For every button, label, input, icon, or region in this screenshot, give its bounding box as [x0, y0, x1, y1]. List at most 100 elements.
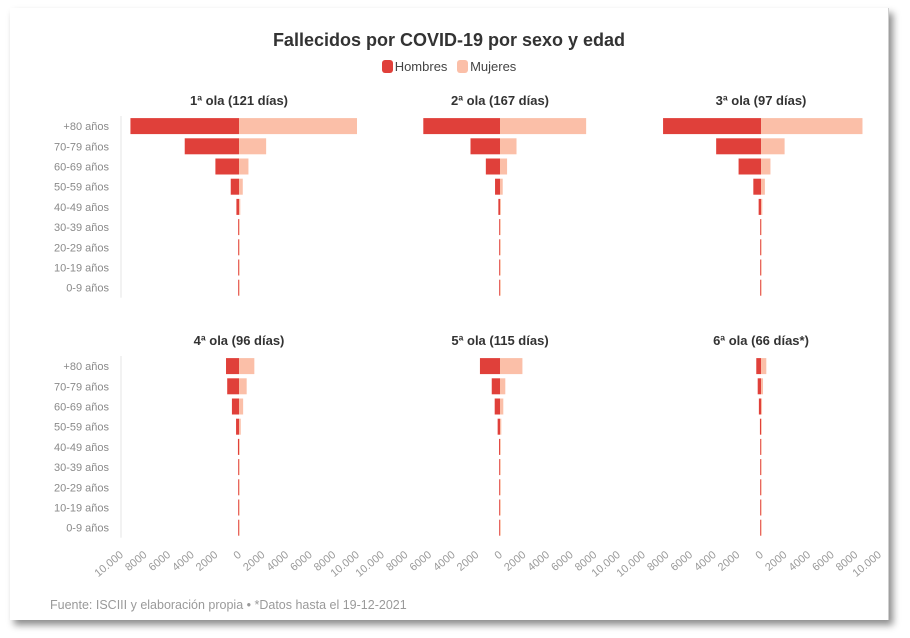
bar-hombres	[238, 499, 239, 516]
panel-title: 6ª ola (66 días*)	[713, 333, 809, 348]
x-tick-label: 2000	[763, 549, 789, 574]
age-label: 20-29 años	[54, 482, 110, 494]
age-label: 30-39 años	[54, 222, 110, 234]
bar-hombres	[760, 219, 761, 236]
x-tick-label: 0	[232, 549, 244, 562]
bar-hombres	[238, 219, 239, 236]
bar-hombres	[236, 418, 239, 435]
age-label: 70-79 años	[54, 381, 110, 393]
bar-hombres	[760, 259, 761, 276]
bar-mujeres	[500, 239, 501, 256]
bar-mujeres	[761, 279, 762, 296]
bar-hombres	[230, 178, 239, 195]
x-tick-label: 4000	[431, 549, 457, 574]
x-tick-label: 2000	[194, 549, 220, 574]
bar-mujeres	[239, 438, 240, 455]
bar-mujeres	[500, 118, 587, 135]
pyramid-panel-3: 3ª ola (97 días)	[663, 93, 863, 296]
bar-mujeres	[239, 358, 255, 375]
bar-mujeres	[239, 259, 240, 276]
bar-hombres	[760, 438, 761, 455]
bar-hombres	[756, 358, 761, 375]
x-tick-label: 2000	[241, 549, 267, 574]
bar-mujeres	[239, 378, 247, 395]
bar-mujeres	[500, 479, 501, 496]
bar-mujeres	[761, 219, 762, 236]
panel-title: 4ª ola (96 días)	[194, 333, 285, 348]
pyramid-panel-4: 4ª ola (96 días) +80 años 70-79 años 60-69 …	[54, 333, 362, 580]
bar-mujeres	[500, 519, 501, 536]
bar-hombres	[760, 519, 761, 536]
bar-hombres	[494, 398, 500, 415]
x-tick-label: 6000	[810, 549, 836, 574]
bar-hombres	[238, 479, 239, 496]
legend-label-mujeres: Mujeres	[470, 59, 517, 74]
age-label: 50-59 años	[54, 182, 110, 194]
bar-mujeres	[500, 198, 501, 215]
bar-hombres	[760, 499, 761, 516]
bar-hombres	[499, 479, 500, 496]
bar-hombres	[499, 259, 500, 276]
bar-hombres	[491, 378, 500, 395]
bar-mujeres	[761, 158, 771, 175]
bar-hombres	[237, 438, 239, 455]
bar-hombres	[238, 239, 239, 256]
bar-mujeres	[500, 219, 501, 236]
chart-card: Fallecidos por COVID-19 por sexo y edad …	[10, 8, 889, 620]
bar-hombres	[130, 118, 239, 135]
bar-mujeres	[500, 398, 504, 415]
bar-mujeres	[761, 358, 767, 375]
bar-mujeres	[239, 158, 249, 175]
x-tick-label: 4000	[692, 549, 718, 574]
bar-mujeres	[239, 198, 241, 215]
age-label: 60-69 años	[54, 402, 110, 414]
age-label: 40-49 años	[54, 442, 110, 454]
age-label: +80 años	[63, 361, 109, 373]
x-tick-label: 2000	[455, 549, 481, 574]
x-tick-label: 6000	[288, 549, 314, 574]
bar-hombres	[758, 198, 761, 215]
bar-mujeres	[239, 279, 240, 296]
panel-title: 3ª ola (97 días)	[716, 93, 807, 108]
legend-item-mujeres[interactable]: Mujeres	[457, 59, 516, 74]
bar-mujeres	[761, 459, 762, 476]
bar-mujeres	[239, 499, 240, 516]
bar-mujeres	[761, 138, 785, 155]
bar-hombres	[760, 479, 761, 496]
panel-title: 1ª ola (121 días)	[190, 93, 288, 108]
bar-mujeres	[761, 519, 762, 536]
pyramid-panel-2: 2ª ola (167 días)	[423, 93, 587, 296]
bar-mujeres	[761, 438, 762, 455]
bar-mujeres	[239, 118, 357, 135]
bar-mujeres	[500, 459, 501, 476]
bar-mujeres	[239, 459, 240, 476]
legend-label-hombres: Hombres	[394, 59, 448, 74]
pyramid-panel-1: 1ª ola (121 días) +80 años 70-79 años 60-69…	[54, 93, 357, 298]
bar-mujeres	[239, 219, 240, 236]
legend-swatch-mujeres	[457, 60, 469, 73]
bar-mujeres	[761, 418, 762, 435]
bar-mujeres	[500, 438, 501, 455]
legend-item-hombres[interactable]: Hombres	[381, 59, 448, 74]
bar-hombres	[423, 118, 500, 135]
bar-hombres	[760, 279, 761, 296]
bar-hombres	[215, 158, 239, 175]
bar-hombres	[757, 378, 761, 395]
x-tick-label: 4000	[170, 549, 196, 574]
bar-mujeres	[761, 378, 764, 395]
age-label: 0-9 años	[66, 283, 109, 295]
bar-mujeres	[761, 479, 762, 496]
bar-hombres	[759, 418, 761, 435]
panel-title: 2ª ola (167 días)	[451, 93, 549, 108]
bar-hombres	[184, 138, 239, 155]
bar-mujeres	[761, 198, 763, 215]
bar-mujeres	[761, 118, 863, 135]
x-tick-label: 0	[754, 549, 766, 562]
chart-title: Fallecidos por COVID-19 por sexo y edad	[272, 30, 626, 50]
x-tick-label: 4000	[526, 549, 552, 574]
x-tick-label: 10.000	[92, 549, 125, 580]
bar-hombres	[497, 418, 500, 435]
x-tick-label: 8000	[645, 549, 671, 574]
bar-hombres	[499, 519, 500, 536]
